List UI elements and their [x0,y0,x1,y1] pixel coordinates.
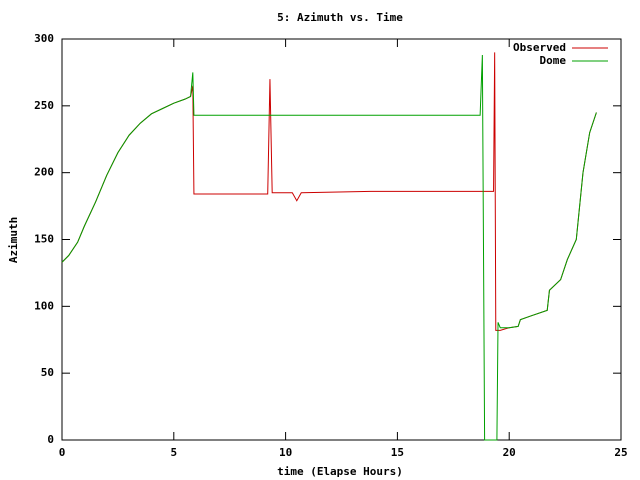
x-tick-label: 25 [614,446,627,459]
series-line [61,52,597,331]
y-tick-label: 250 [34,99,54,112]
legend-label: Dome [540,54,567,67]
x-tick-label: 0 [59,446,66,459]
y-tick-label: 300 [34,32,54,45]
x-tick-label: 20 [503,446,516,459]
x-tick-label: 5 [170,446,177,459]
y-tick-label: 0 [47,433,54,446]
y-tick-label: 150 [34,233,54,246]
y-tick-label: 50 [41,366,54,379]
x-tick-label: 15 [391,446,404,459]
x-axis-label: time (Elapse Hours) [277,465,403,478]
legend-label: Observed [513,41,566,54]
chart-title: 5: Azimuth vs. Time [277,11,403,24]
series-line [61,55,597,441]
x-tick-label: 10 [279,446,292,459]
y-axis-label: Azimuth [7,217,20,263]
y-tick-label: 200 [34,166,54,179]
plot-frame [61,38,622,441]
y-tick-label: 100 [34,299,54,312]
